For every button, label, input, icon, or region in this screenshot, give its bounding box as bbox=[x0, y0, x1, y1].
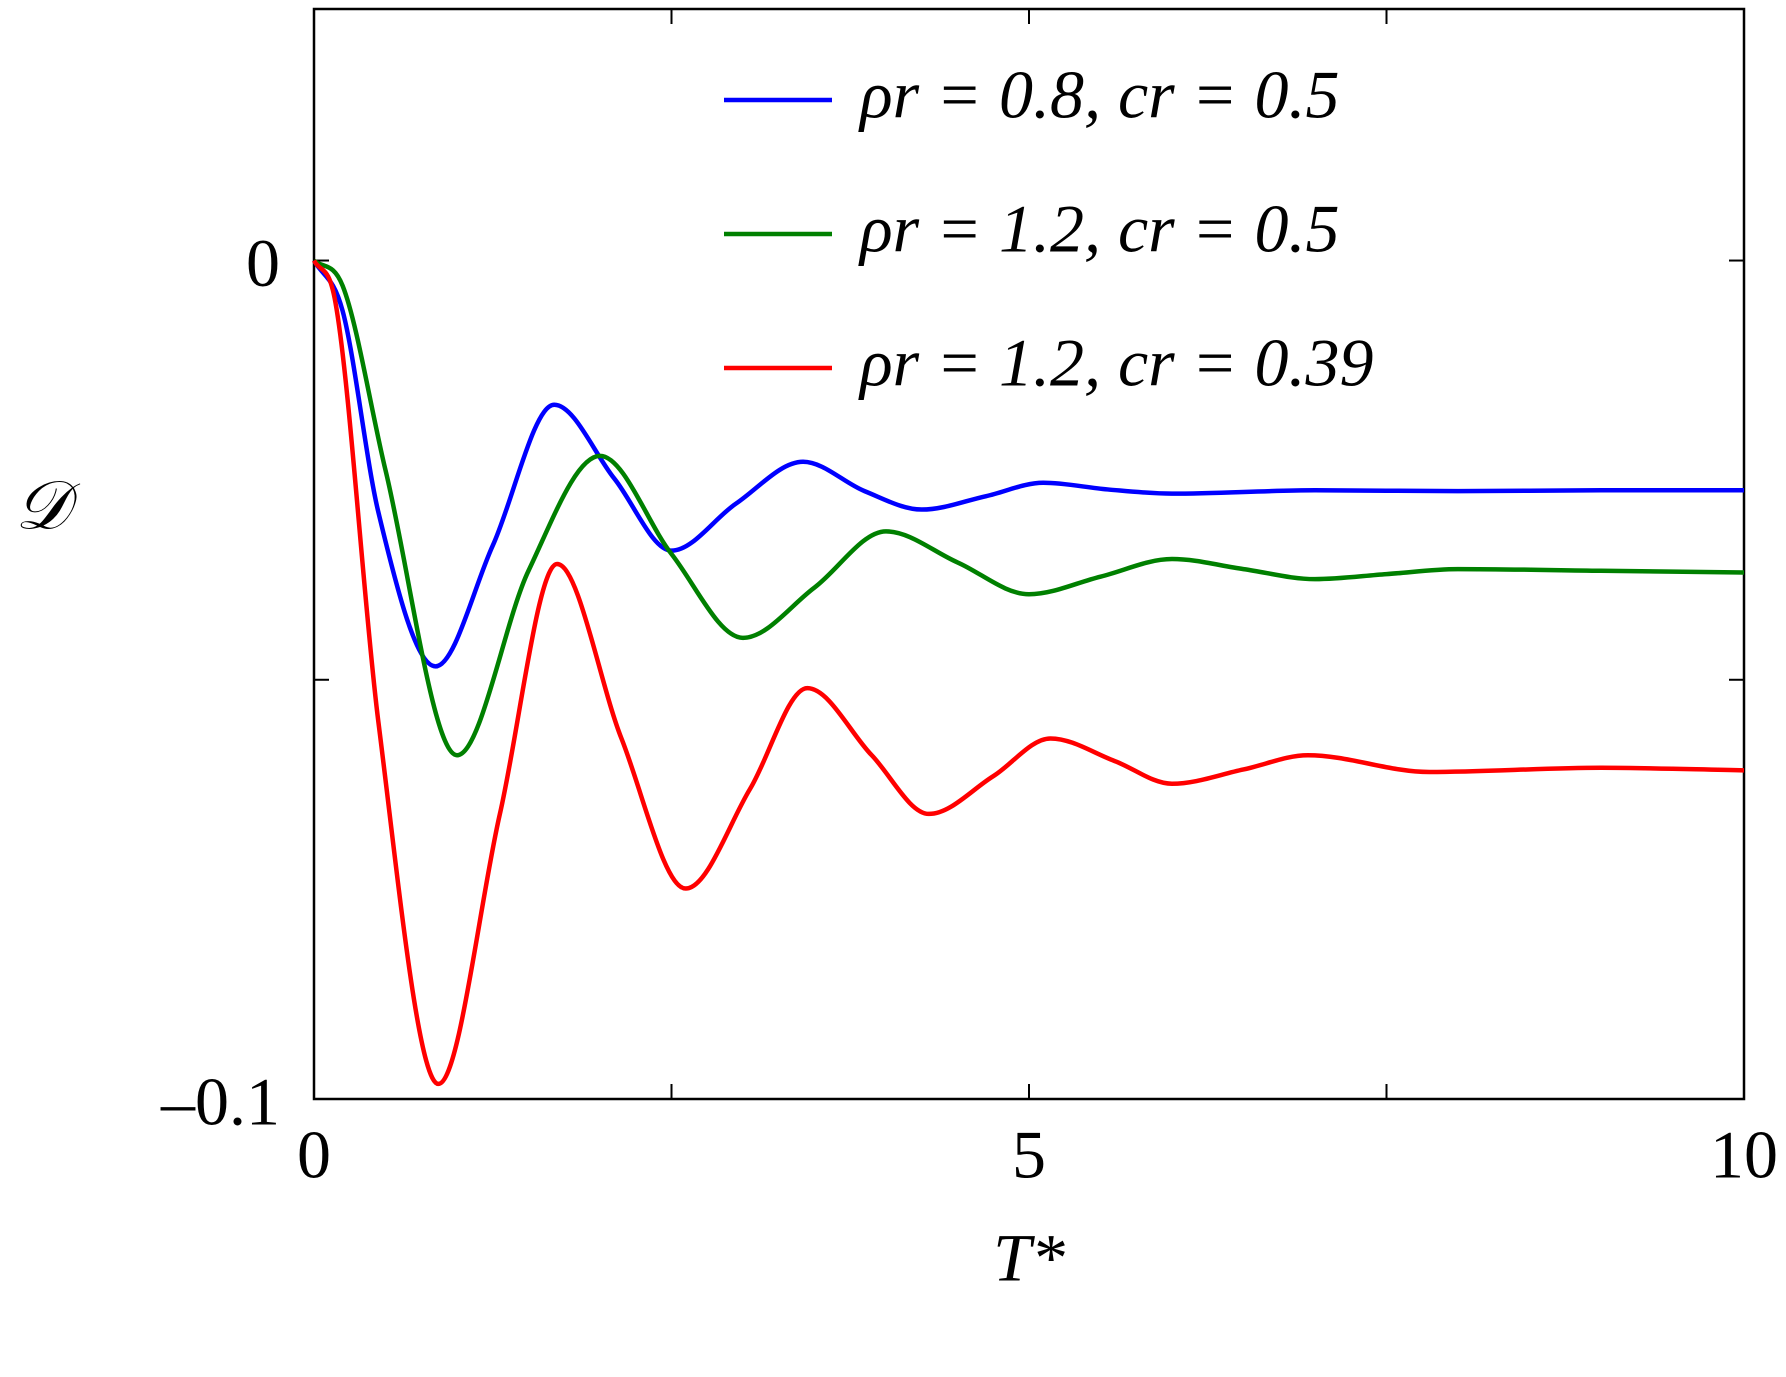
legend-label: ρr = 1.2, cr = 0.5 bbox=[858, 191, 1340, 267]
x-tick-label: 0 bbox=[297, 1117, 331, 1193]
line-series bbox=[312, 259, 1745, 1087]
line-series bbox=[312, 258, 1745, 758]
x-tick-label: 5 bbox=[1012, 1117, 1046, 1193]
x-axis-label: T* bbox=[993, 1220, 1065, 1296]
y-axis-label: 𝒟 bbox=[15, 468, 81, 544]
legend-label: ρr = 1.2, cr = 0.39 bbox=[858, 325, 1374, 401]
y-tick-label: 0 bbox=[246, 225, 280, 301]
plot-frame bbox=[312, 7, 1746, 1101]
x-tick-label: 10 bbox=[1710, 1117, 1778, 1193]
legend-label: ρr = 0.8, cr = 0.5 bbox=[858, 57, 1340, 133]
y-tick-label: –0.1 bbox=[160, 1064, 280, 1140]
line-series bbox=[312, 259, 1744, 669]
